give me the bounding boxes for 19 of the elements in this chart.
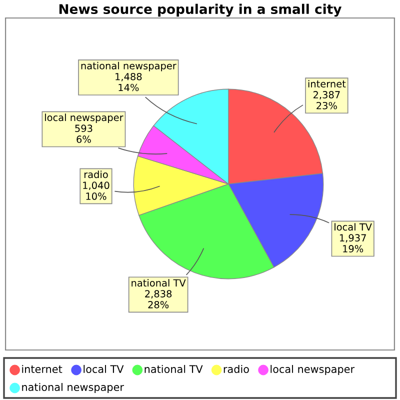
data-label: 1,937 19% — [340, 234, 366, 252]
data-label: 1,488 14% — [116, 72, 142, 92]
data-label: 1,040 10% — [83, 182, 110, 200]
legend-label: radio — [224, 364, 249, 374]
legend-label: internet — [22, 364, 62, 374]
slice-label: local newspaper — [45, 114, 124, 124]
data-label: 2,838 28% — [145, 290, 172, 308]
slice-label: radio — [84, 170, 108, 178]
chart-title: News source popularity in a small city — [59, 4, 342, 17]
legend-label: local newspaper — [270, 364, 355, 376]
data-label: 2,387 23% — [313, 91, 340, 110]
slice-label: internet — [308, 80, 346, 88]
slice-label: local TV — [334, 223, 372, 231]
legend-label: national TV — [144, 364, 203, 374]
legend-label: local TV — [84, 364, 124, 374]
slice-label: national newspaper — [81, 62, 176, 72]
slice-label: national TV — [132, 279, 186, 287]
data-label: 593 6% — [75, 124, 92, 143]
legend-label: national newspaper — [22, 382, 124, 394]
